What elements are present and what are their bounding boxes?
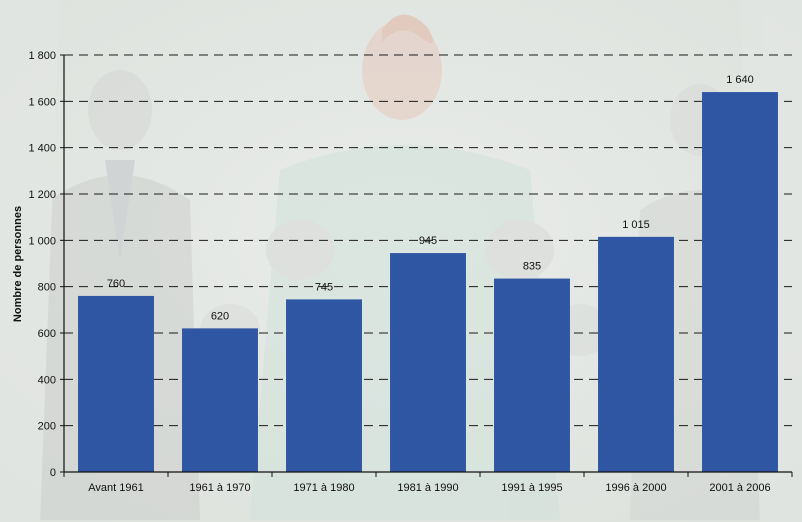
data-label: 745: [315, 281, 333, 293]
data-label: 1 015: [622, 219, 650, 231]
y-tick-label: 200: [38, 421, 56, 433]
bar: [390, 253, 466, 472]
x-tick-label: 1971 à 1980: [293, 482, 354, 494]
y-tick-label: 1 400: [28, 143, 56, 155]
y-axis-ticks: 0 200 400 600 800 1 000 1 200 1 400 1 600 1 800: [28, 50, 64, 479]
x-tick-label: Avant 1961: [88, 482, 143, 494]
y-tick-label: 600: [38, 328, 56, 340]
data-label: 835: [523, 261, 541, 273]
x-tick-label: 1961 à 1970: [189, 482, 250, 494]
bar: [598, 236, 674, 472]
y-tick-label: 1 200: [28, 189, 56, 201]
y-tick-label: 1 800: [28, 50, 56, 62]
y-tick-label: 400: [38, 374, 56, 386]
y-axis-title: Nombre de personnes: [12, 206, 24, 322]
data-label: 945: [419, 235, 437, 247]
axes: [63, 55, 792, 473]
x-tick-label: 1981 à 1990: [397, 482, 458, 494]
bar: [494, 278, 570, 472]
x-tick-label: 1996 à 2000: [605, 482, 666, 494]
data-label: 1 640: [726, 74, 754, 86]
y-tick-label: 0: [50, 467, 56, 479]
y-tick-label: 1 000: [28, 235, 56, 247]
bar: [182, 328, 258, 472]
data-labels: 760 620 745 945 835 1 015 1 640: [107, 74, 754, 322]
data-label: 620: [211, 310, 229, 322]
bar: [286, 299, 362, 472]
x-tick-label: 1991 à 1995: [501, 482, 562, 494]
x-axis-ticks: Avant 1961 1961 à 1970 1971 à 1980 1981 à 1…: [63, 472, 793, 494]
y-tick-label: 1 600: [28, 96, 56, 108]
data-label: 760: [107, 278, 125, 290]
x-tick-label: 2001 à 2006: [709, 482, 770, 494]
bars: [78, 92, 778, 473]
y-tick-label: 800: [38, 282, 56, 294]
bar: [702, 92, 778, 473]
bar: [78, 295, 154, 472]
